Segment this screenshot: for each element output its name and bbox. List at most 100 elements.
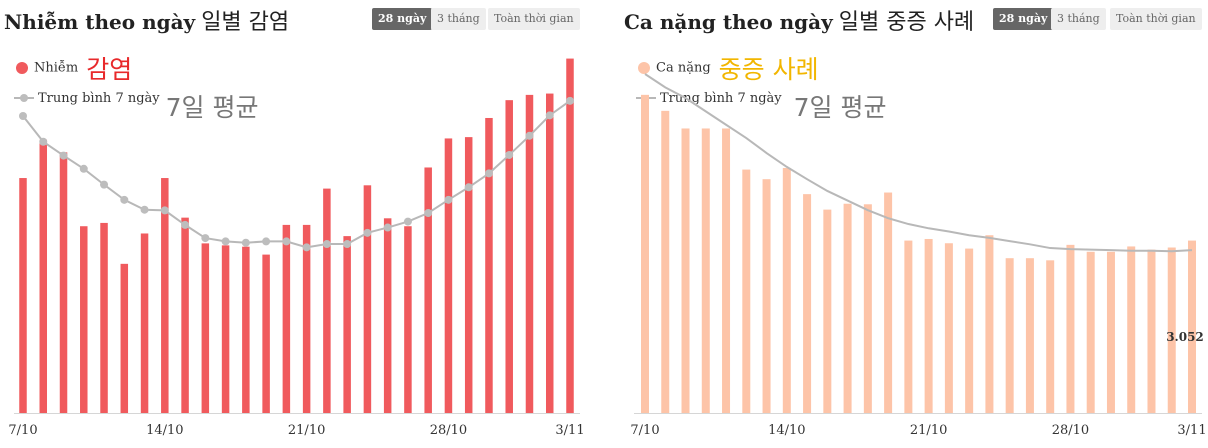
bar-15/10 xyxy=(181,217,189,413)
cases-legend-avg-label: Trung bình 7 ngày xyxy=(38,90,160,106)
bar-28/10 xyxy=(444,138,453,413)
bar-26/10 xyxy=(404,226,412,413)
bar-14/10 xyxy=(782,167,791,413)
bar-13/10 xyxy=(140,233,149,413)
x-tick-label: 21/10 xyxy=(288,423,325,438)
bar-11/10 xyxy=(722,128,731,414)
avg-point-31/10 xyxy=(505,150,514,159)
bar-23/10 xyxy=(343,236,351,413)
bar-27/10 xyxy=(1046,260,1055,413)
bar-22/10 xyxy=(323,188,331,413)
avg-point-7/10 xyxy=(19,112,27,120)
avg-point-3/11 xyxy=(566,96,574,105)
avg-point-22/10 xyxy=(322,240,331,249)
avg-point-23/10 xyxy=(343,240,352,249)
bar-11/10 xyxy=(100,222,108,413)
bar-16/10 xyxy=(823,209,832,413)
bar-29/10 xyxy=(464,137,473,413)
avg-point-2/11 xyxy=(545,111,554,120)
bar-15/10 xyxy=(803,194,812,413)
x-tick-label: 7/10 xyxy=(630,423,659,438)
bar-22/10 xyxy=(944,243,953,413)
avg-line xyxy=(644,73,1193,253)
bar-28/10 xyxy=(1066,244,1075,413)
severe-range-28-days-button[interactable]: 28 ngày xyxy=(993,8,1054,30)
cases-legend-label: Nhiễm xyxy=(34,60,79,76)
severe-title-vi: Ca nặng theo ngày xyxy=(624,10,833,34)
bar-12/10 xyxy=(120,263,129,413)
bar-21/10 xyxy=(302,224,311,413)
severe-legend-series: Ca nặng 중증 사례 xyxy=(638,50,819,86)
severe-legend-label-ko: 중증 사례 xyxy=(718,55,819,84)
avg-point-21/10 xyxy=(302,243,311,252)
bar-10/10 xyxy=(80,226,88,413)
cases-range-28-days-button[interactable]: 28 ngày xyxy=(372,8,433,30)
bar-9/10 xyxy=(681,128,690,414)
avg-point-25/10 xyxy=(383,223,392,232)
avg-point-11/10 xyxy=(100,180,109,189)
severe-panel: Ca nặng theo ngày 일별 중증 사례 28 ngày 3 thán… xyxy=(620,0,1208,448)
cases-legend-avg: Trung bình 7 ngày 7일 평균 xyxy=(14,80,259,122)
bar-27/10 xyxy=(424,167,432,413)
bar-16/10 xyxy=(201,243,210,413)
avg-point-24/10 xyxy=(363,228,372,237)
avg-point-26/10 xyxy=(403,217,412,226)
bar-13/10 xyxy=(762,179,771,413)
avg-point-29/10 xyxy=(464,183,473,192)
cases-legend-series: Nhiễm 감염 xyxy=(16,50,132,86)
avg-point-13/10 xyxy=(140,205,149,214)
severe-legend-avg-label-ko: 7일 평균 xyxy=(793,93,887,122)
bar-30/10 xyxy=(1106,251,1115,413)
cases-title: Nhiễm theo ngày 일별 감염 xyxy=(4,4,289,36)
bar-1/11 xyxy=(525,94,534,413)
x-tick-label: 28/10 xyxy=(1052,423,1089,438)
bar-18/10 xyxy=(863,204,872,413)
cases-range-all-time-button[interactable]: Toàn thời gian xyxy=(488,8,580,30)
x-tick-label: 3/11 xyxy=(555,423,584,438)
bar-1/11 xyxy=(1147,249,1156,413)
bar-3/11 xyxy=(566,58,574,413)
avg-point-10/10 xyxy=(79,164,88,173)
cases-title-ko: 일별 감염 xyxy=(201,10,290,35)
severe-chart: 7/10 14/10 21/10 28/10 3/11 3.052 xyxy=(630,73,1207,438)
last-value-label: 3.052 xyxy=(1166,330,1204,344)
bar-3/11 xyxy=(1188,240,1196,413)
bar-31/10 xyxy=(1127,246,1136,413)
bar-8/10 xyxy=(661,110,670,413)
severe-range-all-time-button[interactable]: Toàn thời gian xyxy=(1110,8,1202,30)
avg-point-28/10 xyxy=(444,195,453,204)
x-tick-label: 14/10 xyxy=(768,423,805,438)
bar-24/10 xyxy=(363,185,372,413)
cases-legend-label-ko: 감염 xyxy=(86,55,133,84)
avg-point-18/10 xyxy=(241,238,250,247)
severe-legend-label: Ca nặng xyxy=(656,60,711,76)
severe-legend-dot xyxy=(638,62,650,74)
avg-point-16/10 xyxy=(201,234,210,243)
bar-8/10 xyxy=(39,139,48,413)
bar-7/10 xyxy=(19,178,27,413)
bar-14/10 xyxy=(161,178,169,413)
bar-31/10 xyxy=(505,100,513,413)
cases-range-3-months-button[interactable]: 3 tháng xyxy=(431,8,486,30)
severe-title: Ca nặng theo ngày 일별 중증 사례 xyxy=(624,4,974,36)
cases-chart: 7/10 14/10 21/10 28/10 3/11 xyxy=(8,58,585,438)
cases-legend-avg-label-ko: 7일 평균 xyxy=(165,93,259,122)
bar-10/10 xyxy=(701,128,710,414)
cases-legend-avg-line-icon xyxy=(14,94,34,102)
severe-range-3-months-button[interactable]: 3 tháng xyxy=(1051,8,1106,30)
avg-point-14/10 xyxy=(160,206,169,215)
bar-17/10 xyxy=(221,245,230,413)
bar-29/10 xyxy=(1086,251,1095,413)
avg-point-12/10 xyxy=(120,195,129,204)
bar-26/10 xyxy=(1025,258,1034,413)
avg-point-1/11 xyxy=(525,131,534,140)
bar-20/10 xyxy=(282,224,291,413)
x-tick-label: 21/10 xyxy=(910,423,947,438)
bar-21/10 xyxy=(924,238,933,413)
x-tick-label: 28/10 xyxy=(430,423,467,438)
avg-point-27/10 xyxy=(424,209,433,218)
avg-point-8/10 xyxy=(39,137,48,146)
bar-2/11 xyxy=(545,93,554,413)
avg-point-9/10 xyxy=(59,151,68,160)
bar-12/10 xyxy=(742,169,751,413)
